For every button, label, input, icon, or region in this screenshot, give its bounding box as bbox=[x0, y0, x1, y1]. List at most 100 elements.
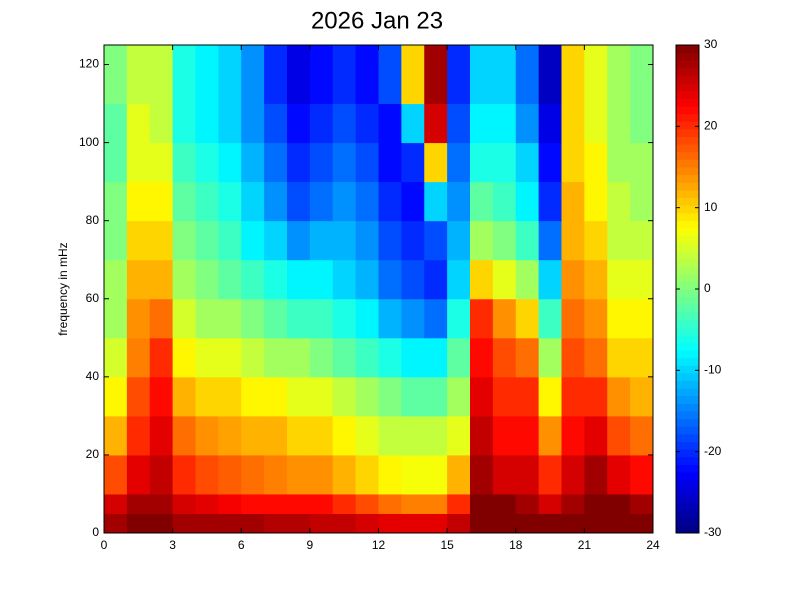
heatmap-cell bbox=[287, 142, 311, 183]
heatmap-cell bbox=[492, 493, 517, 514]
heatmap-cell bbox=[104, 142, 128, 183]
heatmap-cell bbox=[538, 415, 562, 456]
heatmap-cell bbox=[515, 45, 540, 105]
heatmap-cell bbox=[607, 298, 631, 339]
heatmap-cell bbox=[424, 181, 448, 222]
heatmap-cell bbox=[538, 298, 562, 339]
heatmap-cell bbox=[607, 337, 631, 378]
heatmap-cell bbox=[126, 376, 151, 417]
heatmap-cell bbox=[264, 259, 288, 300]
heatmap-cell bbox=[355, 45, 379, 105]
colorbar-swatch bbox=[676, 304, 699, 313]
heatmap-cell bbox=[287, 337, 311, 378]
heatmap-cell bbox=[584, 142, 608, 183]
heatmap-cell bbox=[424, 103, 448, 144]
heatmap-cell bbox=[515, 259, 540, 300]
heatmap-cell bbox=[584, 103, 608, 144]
heatmap-cell bbox=[470, 376, 494, 417]
colorbar-swatch bbox=[676, 144, 699, 153]
heatmap-cell bbox=[309, 298, 334, 339]
y-tick-label: 20 bbox=[86, 447, 100, 461]
heatmap-cell bbox=[538, 220, 562, 261]
heatmap-cell bbox=[309, 259, 334, 300]
heatmap-cell bbox=[515, 142, 540, 183]
x-tick-label: 18 bbox=[509, 538, 523, 552]
heatmap-cell bbox=[401, 181, 425, 222]
y-tick-label: 100 bbox=[79, 135, 99, 149]
heatmap-cell bbox=[309, 220, 334, 261]
x-tick-label: 15 bbox=[440, 538, 454, 552]
heatmap-cell bbox=[378, 454, 402, 495]
heatmap-cell bbox=[309, 103, 334, 144]
heatmap-cell bbox=[470, 493, 494, 514]
colorbar-swatch bbox=[676, 128, 699, 137]
heatmap-cell bbox=[470, 454, 494, 495]
colorbar-swatch bbox=[676, 487, 699, 496]
heatmap-cell bbox=[104, 220, 128, 261]
heatmap-cell bbox=[172, 103, 196, 144]
heatmap-cell bbox=[332, 45, 357, 105]
heatmap-cell bbox=[149, 337, 174, 378]
heatmap-cell bbox=[195, 103, 219, 144]
heatmap-cell bbox=[195, 454, 219, 495]
heatmap-cell bbox=[218, 454, 242, 495]
heatmap-cell bbox=[584, 337, 608, 378]
heatmap-cell bbox=[355, 298, 379, 339]
heatmap-cell bbox=[378, 259, 402, 300]
heatmap-cell bbox=[401, 298, 425, 339]
heatmap-cell bbox=[538, 337, 562, 378]
heatmap-cell bbox=[104, 513, 128, 534]
heatmap-cell bbox=[332, 415, 357, 456]
heatmap-cell bbox=[104, 337, 128, 378]
colorbar-swatch bbox=[676, 319, 699, 328]
heatmap-cell bbox=[378, 337, 402, 378]
heatmap-cell bbox=[218, 298, 242, 339]
colorbar-swatch bbox=[676, 464, 699, 473]
heatmap-cell bbox=[195, 259, 219, 300]
colorbar-swatch bbox=[676, 113, 699, 122]
heatmap-cell bbox=[492, 337, 517, 378]
heatmap-cell bbox=[287, 415, 311, 456]
colorbar-swatch bbox=[676, 159, 699, 168]
heatmap-cell bbox=[584, 454, 608, 495]
x-tick-label: 0 bbox=[101, 538, 108, 552]
heatmap-cell bbox=[630, 493, 654, 514]
colorbar-swatch bbox=[676, 365, 699, 374]
heatmap-cell bbox=[309, 181, 334, 222]
colorbar-swatch bbox=[676, 350, 699, 359]
heatmap-cell bbox=[538, 454, 562, 495]
heatmap-cell bbox=[355, 181, 379, 222]
colorbar-swatch bbox=[676, 90, 699, 99]
heatmap-cell bbox=[492, 513, 517, 534]
colorbar-tick-label: 10 bbox=[704, 200, 718, 214]
x-tick-label: 9 bbox=[307, 538, 314, 552]
heatmap-cell bbox=[287, 259, 311, 300]
colorbar-swatch bbox=[676, 380, 699, 389]
heatmap-cell bbox=[401, 493, 425, 514]
heatmap-cell bbox=[241, 454, 265, 495]
heatmap-cell bbox=[195, 45, 219, 105]
heatmap-cell bbox=[378, 142, 402, 183]
colorbar-tick-label: 0 bbox=[704, 281, 711, 295]
heatmap-cell bbox=[218, 415, 242, 456]
heatmap-cell bbox=[607, 513, 631, 534]
heatmap bbox=[104, 45, 654, 534]
x-tick-label: 3 bbox=[169, 538, 176, 552]
colorbar-swatch bbox=[676, 106, 699, 115]
heatmap-cell bbox=[424, 454, 448, 495]
heatmap-cell bbox=[287, 376, 311, 417]
colorbar-swatch bbox=[676, 510, 699, 519]
heatmap-cell bbox=[172, 454, 196, 495]
heatmap-cell bbox=[172, 259, 196, 300]
colorbar-swatch bbox=[676, 67, 699, 76]
colorbar-swatch bbox=[676, 205, 699, 214]
heatmap-cell bbox=[607, 493, 631, 514]
heatmap-cell bbox=[538, 493, 562, 514]
colorbar-swatch bbox=[676, 45, 699, 54]
heatmap-cell bbox=[378, 181, 402, 222]
colorbar bbox=[676, 45, 699, 534]
heatmap-cell bbox=[447, 181, 471, 222]
heatmap-cell bbox=[309, 45, 334, 105]
heatmap-cell bbox=[355, 376, 379, 417]
